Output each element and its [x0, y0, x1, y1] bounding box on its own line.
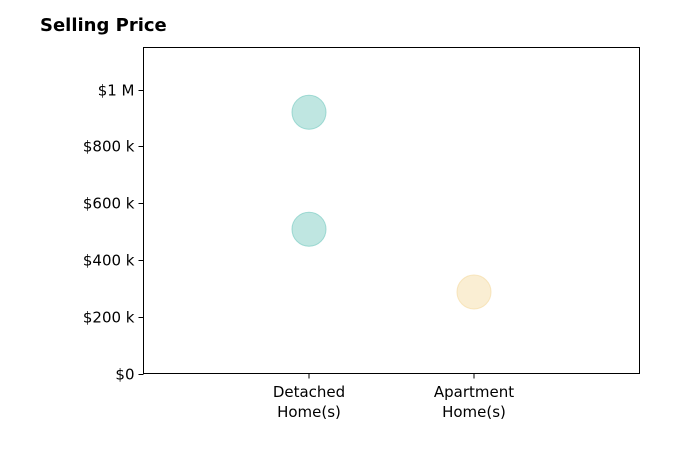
chart-title: Selling Price	[40, 15, 167, 36]
y-tick-label: $800 k	[83, 138, 135, 156]
x-tick-label: Home(s)	[277, 403, 341, 421]
x-tick-label: Apartment	[434, 383, 514, 401]
y-tick-label: $200 k	[83, 309, 135, 327]
x-tick-label: Home(s)	[442, 403, 506, 421]
data-points-group	[291, 94, 492, 310]
y-tick-label: $0	[115, 366, 134, 384]
y-tick-label: $1 M	[98, 82, 135, 100]
data-point	[291, 94, 327, 130]
plot-frame	[143, 47, 640, 374]
y-tick-label: $400 k	[83, 252, 135, 270]
y-tick-label: $600 k	[83, 195, 135, 213]
y-axis: $0 $200 k $400 k $600 k $800 k $1 M	[83, 82, 144, 384]
data-point	[291, 211, 327, 247]
x-axis: Detached Home(s) Apartment Home(s)	[273, 373, 514, 421]
x-tick-label: Detached	[273, 383, 345, 401]
data-point	[456, 274, 492, 310]
